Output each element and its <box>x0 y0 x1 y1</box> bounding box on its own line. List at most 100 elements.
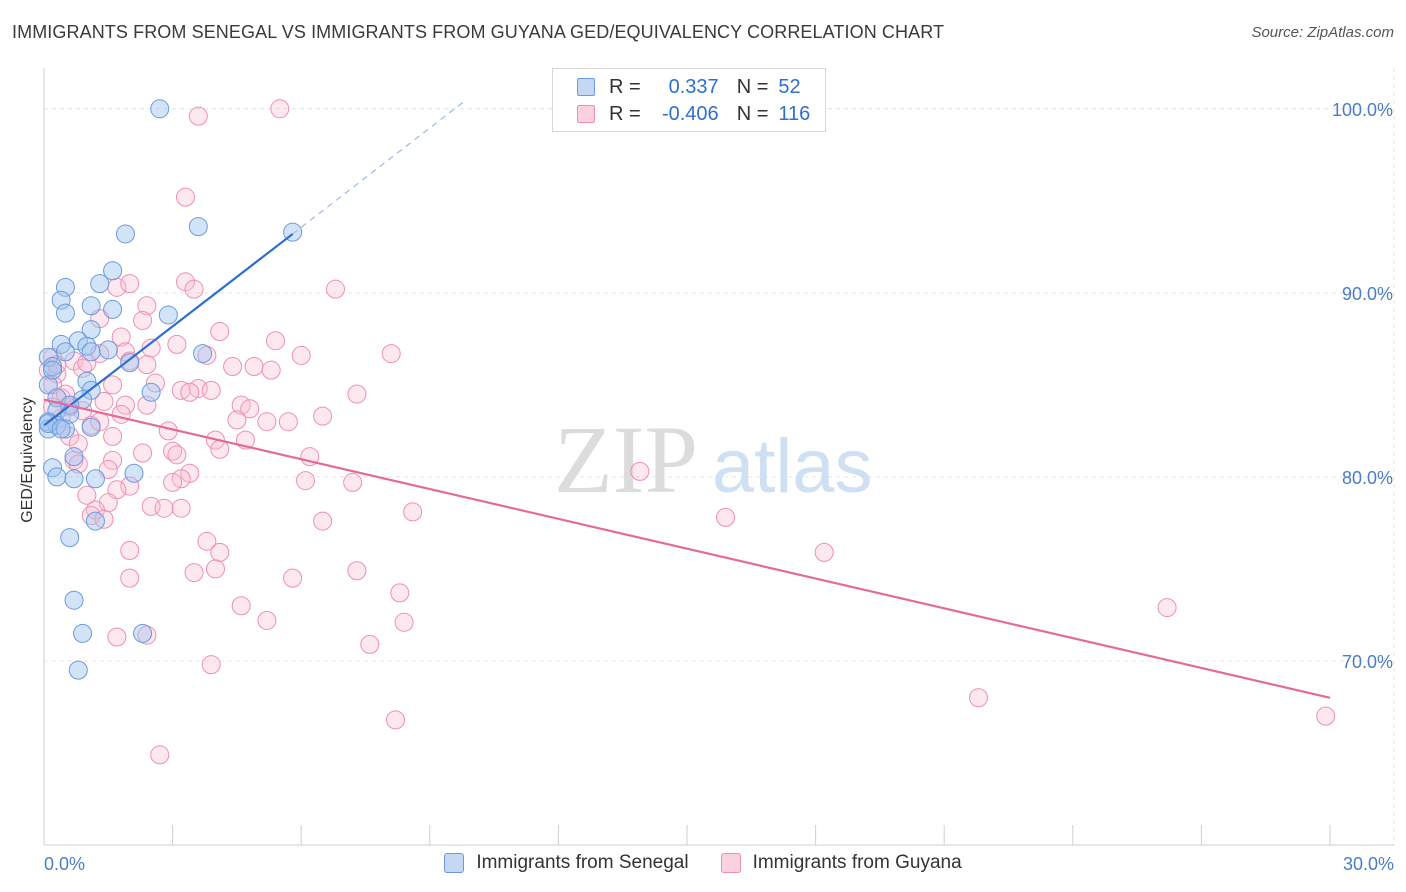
senegal-point-44 <box>64 590 84 610</box>
guyana-point-105 <box>150 745 170 765</box>
senegal-point-50 <box>43 360 63 380</box>
guyana-point-104 <box>1316 706 1336 726</box>
guyana-point-114 <box>171 498 191 518</box>
guyana-point-24 <box>244 356 264 376</box>
guyana-point-88 <box>205 559 225 579</box>
senegal-trend-extension <box>292 100 465 235</box>
y-tick-labels: 100.0% 90.0% 80.0% 70.0% <box>1332 100 1393 672</box>
guyana-point-87 <box>814 542 834 562</box>
stats-legend-row-senegal: R = 0.337 N = 52 <box>577 75 801 99</box>
senegal-point-25 <box>141 382 161 402</box>
guyana-point-77 <box>154 498 174 518</box>
senegal-trend-line <box>43 233 294 427</box>
x-tick-label-max: 30.0% <box>1343 854 1394 874</box>
senegal-point-45 <box>73 623 93 643</box>
guyana-point-61 <box>167 445 187 465</box>
senegal-point-46 <box>133 623 153 643</box>
guyana-point-4 <box>120 274 140 294</box>
legend-item-senegal[interactable]: Immigrants from Senegal <box>444 852 689 874</box>
guyana-point-58 <box>210 439 230 459</box>
senegal-r-value: 0.337 <box>668 75 719 98</box>
guyana-point-93 <box>390 583 410 603</box>
guyana-point-0 <box>270 99 290 119</box>
guyana-point-60 <box>133 443 153 463</box>
guyana-point-39 <box>137 395 157 415</box>
guyana-point-18 <box>381 344 401 364</box>
senegal-point-39 <box>47 467 67 487</box>
guyana-point-29 <box>145 373 165 393</box>
stats-legend: R = 0.337 N = 52 R = -0.406 N = 116 <box>552 68 826 132</box>
guyana-point-84 <box>197 531 217 551</box>
guyana-point-91 <box>120 568 140 588</box>
senegal-point-43 <box>60 528 80 548</box>
senegal-point-0 <box>150 99 170 119</box>
guyana-point-15 <box>115 342 135 362</box>
guyana-point-36 <box>347 384 367 404</box>
senegal-point-9 <box>103 299 123 319</box>
senegal-point-36 <box>64 447 84 467</box>
watermark-atlas: atlas <box>712 424 873 509</box>
guyana-point-42 <box>115 395 135 415</box>
senegal-point-41 <box>85 469 105 489</box>
senegal-point-8 <box>81 296 101 316</box>
senegal-point-17 <box>81 342 101 362</box>
guyana-swatch <box>577 105 595 123</box>
senegal-point-37 <box>43 458 63 478</box>
senegal-point-5 <box>90 274 110 294</box>
senegal-point-18 <box>193 344 213 364</box>
chart-source: Source: ZipAtlas.com <box>1251 24 1394 41</box>
guyana-point-83 <box>313 511 333 531</box>
guyana-point-43 <box>240 399 260 419</box>
guyana-point-115 <box>137 355 157 375</box>
senegal-point-19 <box>38 347 58 367</box>
senegal-point-49 <box>51 419 71 439</box>
senegal-point-1 <box>188 217 208 237</box>
guyana-point-2 <box>175 187 195 207</box>
guyana-point-35 <box>201 380 221 400</box>
guyana-point-101 <box>201 655 221 675</box>
guyana-point-113 <box>98 460 118 480</box>
y-tick-label-3: 70.0% <box>1342 652 1393 672</box>
guyana-point-12 <box>111 327 131 347</box>
guyana-point-38 <box>94 391 114 411</box>
y-axis-label: GED/Equivalency <box>19 397 36 522</box>
guyana-point-14 <box>167 334 187 354</box>
guyana-point-70 <box>163 472 183 492</box>
r-label: R = <box>609 102 641 125</box>
guyana-point-102 <box>968 688 988 708</box>
guyana-point-100 <box>360 634 380 654</box>
y-tick-label-0: 100.0% <box>1332 100 1393 120</box>
senegal-point-35 <box>81 417 101 437</box>
senegal-point-4 <box>103 261 123 281</box>
guyana-point-8 <box>137 296 157 316</box>
guyana-point-34 <box>180 382 200 402</box>
x-tick-labels: 0.0% 30.0% <box>44 854 1394 874</box>
senegal-point-20 <box>120 353 140 373</box>
guyana-point-17 <box>291 345 311 365</box>
senegal-point-7 <box>51 290 71 310</box>
guyana-point-45 <box>111 404 131 424</box>
guyana-point-55 <box>103 426 123 446</box>
senegal-point-2 <box>115 224 135 244</box>
guyana-point-7 <box>325 279 345 299</box>
series-legend: Immigrants from Senegal Immigrants from … <box>0 852 1406 874</box>
guyana-point-48 <box>257 412 277 432</box>
guyana-point-65 <box>103 450 123 470</box>
n-label: N = <box>736 102 769 125</box>
senegal-point-40 <box>64 469 84 489</box>
guyana-point-23 <box>223 356 243 376</box>
guyana-point-85 <box>120 541 140 561</box>
r-label: R = <box>609 75 641 98</box>
n-label: N = <box>736 75 769 98</box>
senegal-point-16 <box>55 342 75 362</box>
guyana-point-66 <box>630 461 650 481</box>
legend-item-guyana[interactable]: Immigrants from Guyana <box>720 852 962 874</box>
guyana-point-86 <box>210 542 230 562</box>
guyana-point-92 <box>283 568 303 588</box>
senegal-point-11 <box>158 305 178 325</box>
guyana-r-value: -0.406 <box>661 102 719 125</box>
guyana-point-50 <box>278 412 298 432</box>
guyana-point-74 <box>77 485 97 505</box>
guyana-point-13 <box>265 331 285 351</box>
guyana-point-72 <box>343 472 363 492</box>
